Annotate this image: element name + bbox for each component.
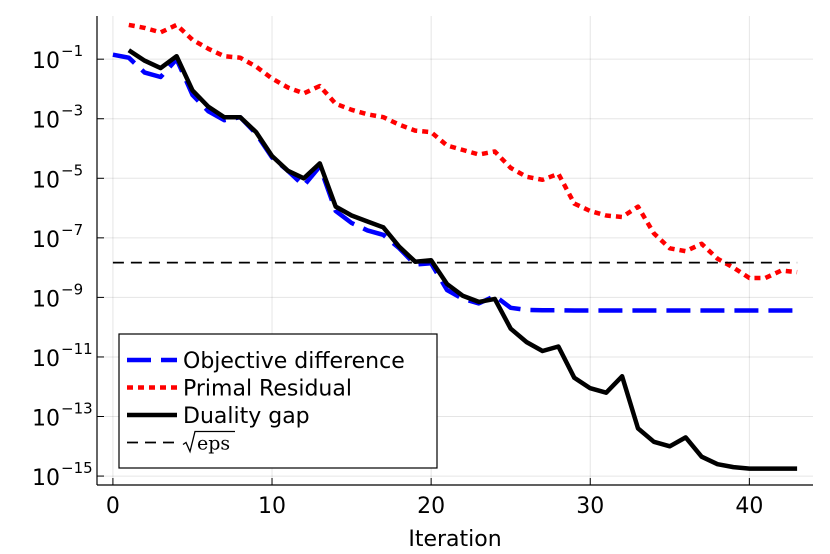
y-tick-label-base: 10 bbox=[32, 347, 60, 372]
y-tick-label-exponent: −15 bbox=[61, 459, 93, 477]
y-tick-label-exponent: −5 bbox=[61, 161, 83, 179]
y-tick-label-exponent: −9 bbox=[61, 280, 83, 298]
y-tick-label-base: 10 bbox=[32, 168, 60, 193]
legend-box bbox=[118, 333, 438, 469]
legend-label: eps bbox=[197, 433, 230, 455]
series-line-primal-residual bbox=[128, 22, 798, 281]
legend: Objective difference Primal ResidualDuali… bbox=[118, 333, 438, 469]
x-tick-label: 30 bbox=[576, 494, 604, 519]
y-tick-label-base: 10 bbox=[32, 466, 60, 491]
sqrt-radical-icon bbox=[182, 430, 235, 454]
data-series bbox=[112, 22, 798, 471]
x-tick-label: 0 bbox=[106, 494, 120, 519]
x-tick-label: 20 bbox=[417, 494, 445, 519]
y-tick-label-exponent: −11 bbox=[61, 340, 93, 358]
series-line-objective-difference bbox=[112, 52, 798, 313]
legend-label: Primal Residual bbox=[183, 377, 352, 402]
y-tick-label-base: 10 bbox=[32, 228, 60, 253]
y-tick-label-base: 10 bbox=[32, 407, 60, 432]
y-tick-label-exponent: −3 bbox=[61, 102, 83, 120]
y-tick-label-exponent: −13 bbox=[61, 400, 93, 418]
x-tick-label: 10 bbox=[258, 494, 286, 519]
series-line-duality-gap bbox=[127, 48, 798, 471]
x-tick-label: 40 bbox=[735, 494, 763, 519]
x-axis-title: Iteration bbox=[408, 527, 501, 552]
y-tick-label-base: 10 bbox=[32, 49, 60, 74]
y-tick-label-base: 10 bbox=[32, 109, 60, 134]
y-tick-label-base: 10 bbox=[32, 287, 60, 312]
legend-label: Objective difference bbox=[183, 349, 405, 374]
y-tick-label-exponent: −1 bbox=[61, 42, 83, 60]
y-tick-label-exponent: −7 bbox=[61, 221, 83, 239]
legend-label: Duality gap bbox=[183, 404, 310, 429]
